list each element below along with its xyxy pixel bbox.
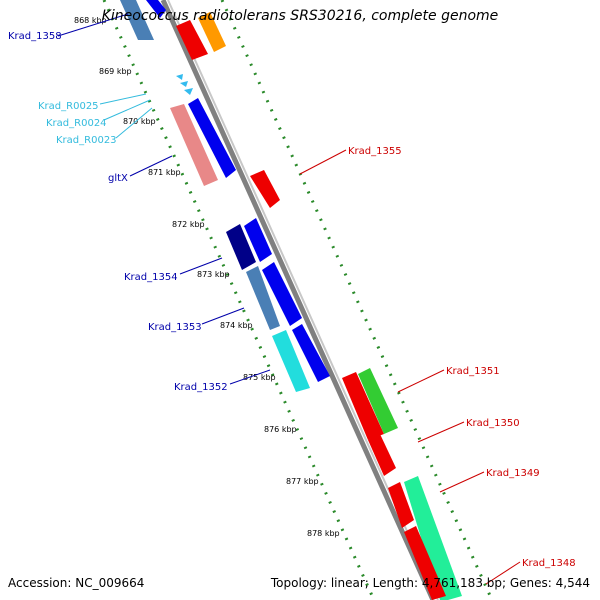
left-gene-labels: Krad_1358 Krad_R0025 Krad_R0024 Krad_R00… (8, 31, 228, 393)
gene-krad-1349 (388, 482, 414, 528)
tick-870: 870 kbp (123, 117, 156, 126)
forward-genes (120, 0, 330, 392)
trna-krad-r0023 (184, 88, 193, 95)
gene-gltx (170, 104, 218, 186)
gene-blue-1 (188, 98, 236, 178)
tick-875: 875 kbp (243, 373, 276, 382)
label-krad-1351: Krad_1351 (446, 366, 500, 377)
tick-876: 876 kbp (264, 425, 297, 434)
label-krad-r0025: Krad_R0025 (38, 101, 99, 112)
gene-top-red (176, 20, 208, 60)
tick-871: 871 kbp (148, 168, 181, 177)
right-gene-labels: Krad_1355 Krad_1351 Krad_1350 Krad_1349 … (348, 146, 576, 569)
label-krad-1353: Krad_1353 (148, 322, 202, 333)
genome-title: Kineococcus radiotolerans SRS30216, comp… (101, 8, 499, 24)
gene-krad-1352 (272, 330, 310, 392)
label-krad-1352: Krad_1352 (174, 382, 228, 393)
gene-green-1351 (358, 368, 398, 434)
gene-blue-4 (292, 324, 330, 382)
left-dotted-track (102, 0, 376, 600)
gene-krad-1355 (250, 170, 280, 208)
label-krad-1349: Krad_1349 (486, 468, 540, 479)
gene-blue-3 (262, 262, 302, 326)
label-krad-1350: Krad_1350 (466, 418, 520, 429)
gene-top-blue (146, 0, 166, 18)
gene-krad-1353 (246, 266, 280, 330)
gene-krad-1354 (226, 224, 256, 270)
tick-869: 869 kbp (99, 67, 132, 76)
label-krad-1355: Krad_1355 (348, 146, 402, 157)
right-leader-lines (299, 149, 521, 585)
gene-krad-1358 (120, 0, 154, 40)
tick-878: 878 kbp (307, 529, 340, 538)
label-krad-1358: Krad_1358 (8, 31, 62, 42)
label-krad-1348: Krad_1348 (522, 558, 576, 569)
gene-top-orange (198, 12, 226, 52)
reverse-genes (176, 12, 462, 600)
kbp-tick-labels: 868 kbp 869 kbp 870 kbp 871 kbp 872 kbp … (74, 16, 340, 538)
tick-868: 868 kbp (74, 16, 107, 25)
gene-red-1351 (342, 372, 384, 440)
label-krad-r0024: Krad_R0024 (46, 118, 107, 129)
label-krad-r0023: Krad_R0023 (56, 135, 117, 146)
gene-blue-2 (244, 218, 272, 262)
tick-873: 873 kbp (197, 270, 230, 279)
label-krad-1354: Krad_1354 (124, 272, 178, 283)
gene-green-1349 (404, 476, 462, 600)
trna-krad-r0025 (176, 74, 183, 80)
tick-877: 877 kbp (286, 477, 319, 486)
trna-krad-r0024 (180, 81, 188, 87)
genome-summary: Topology: linear; Length: 4,761,183 bp; … (270, 576, 590, 590)
accession-label: Accession: NC_009664 (8, 576, 145, 590)
tick-872: 872 kbp (172, 220, 205, 229)
left-leader-lines (57, 13, 271, 385)
gene-krad-1348 (404, 526, 446, 600)
tick-874: 874 kbp (220, 321, 253, 330)
gene-krad-1350 (368, 434, 396, 476)
label-gltx: gltX (108, 173, 128, 184)
